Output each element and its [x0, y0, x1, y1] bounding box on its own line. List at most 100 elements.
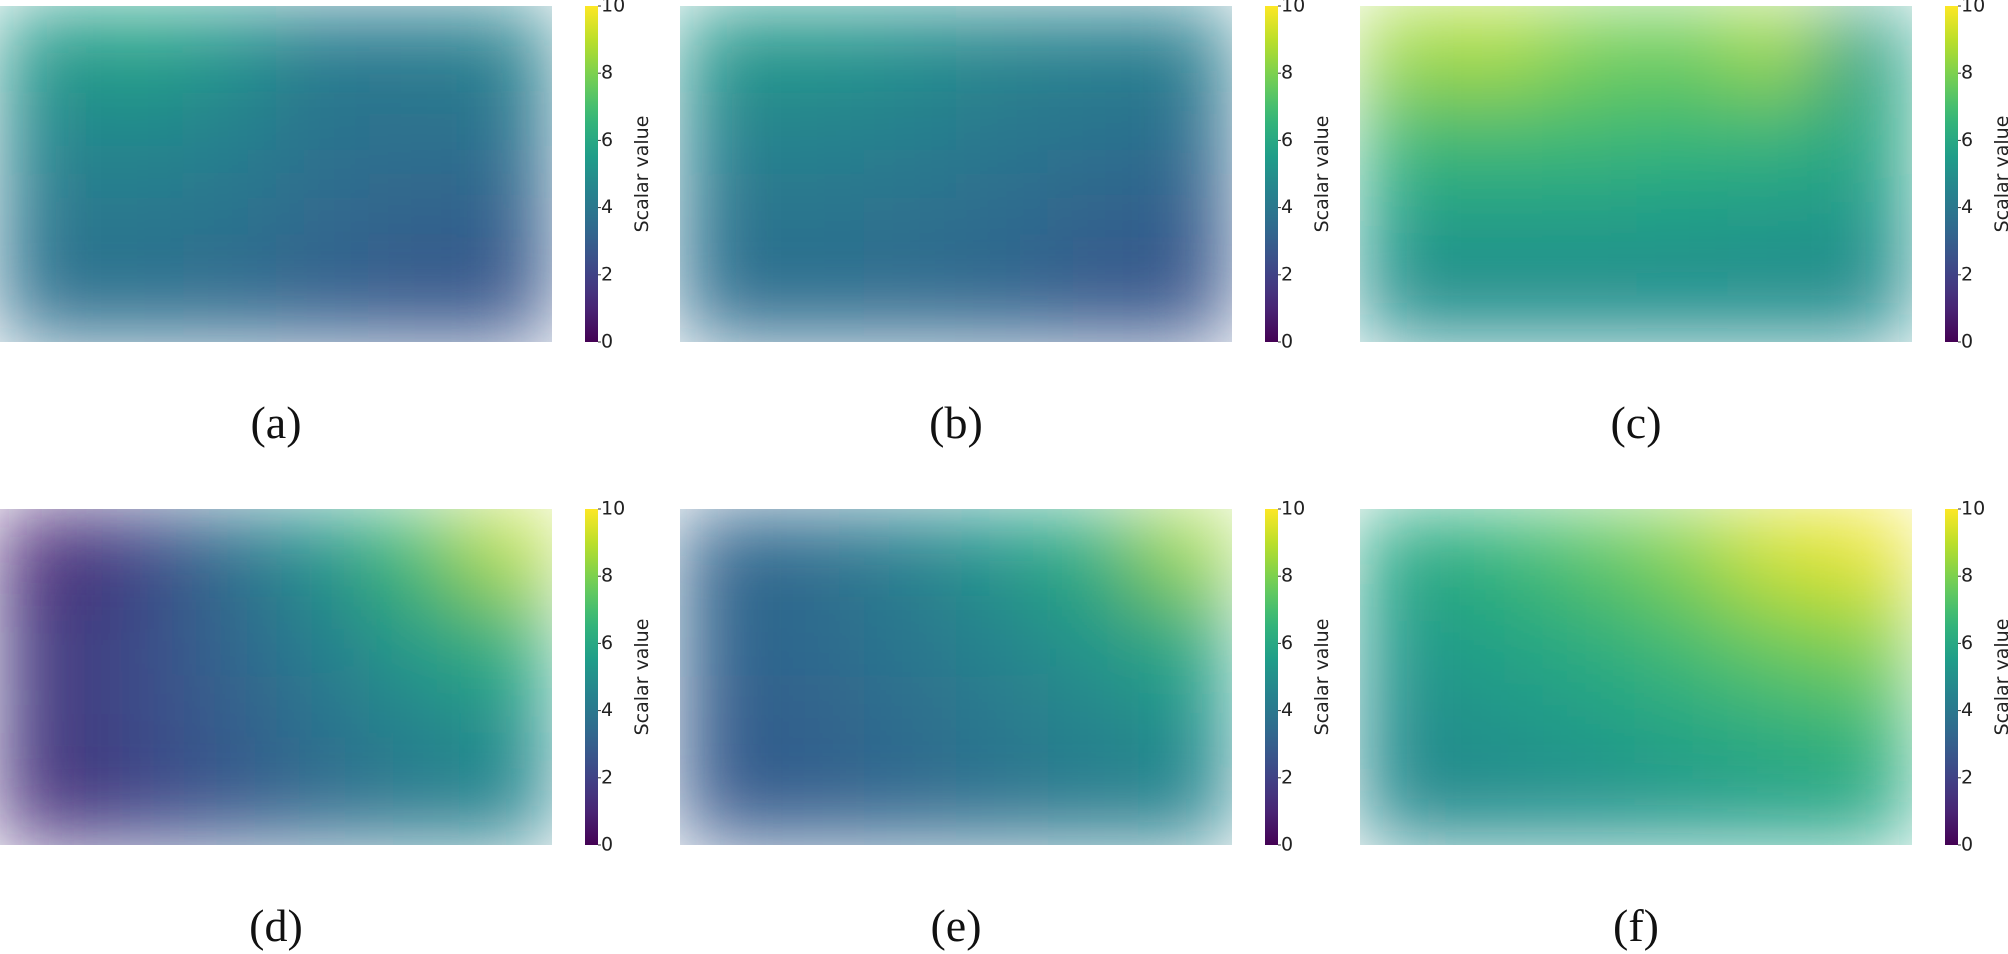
heatmap-cell: [368, 6, 461, 91]
heatmap-cell: [276, 677, 369, 762]
heatmap-cell: [460, 677, 552, 762]
heatmap-cell: [368, 90, 461, 175]
colorbar-tick-label: 6: [1281, 129, 1293, 151]
heatmap-cell: [1360, 761, 1453, 845]
heatmap-cell: [1544, 677, 1637, 762]
heatmap-panel: [1360, 6, 1912, 342]
heatmap-cell: [184, 593, 277, 678]
heatmap-panel: [0, 509, 552, 845]
panel-caption: (f): [1613, 900, 1659, 951]
heatmap-cell: [1452, 90, 1545, 175]
heatmap-cell: [460, 509, 552, 594]
heatmap-cell: [368, 509, 461, 594]
heatmap-cell: [1360, 593, 1453, 678]
heatmap-cell: [864, 677, 957, 762]
panel-caption: (a): [250, 397, 301, 448]
heatmap-cell: [864, 90, 957, 175]
colorbar-tick-label: 0: [1961, 834, 1973, 856]
heatmap-cell: [956, 761, 1049, 845]
heatmap-cell: [680, 761, 773, 845]
heatmap-cell: [1048, 761, 1141, 845]
heatmap-cell: [1636, 90, 1729, 175]
colorbar-tick-label: 0: [1281, 834, 1293, 856]
heatmap-cell: [772, 258, 865, 342]
heatmap-cell: [460, 90, 552, 175]
heatmap-cell: [1048, 593, 1141, 678]
heatmap-cell: [1636, 6, 1729, 91]
heatmap-cell: [1048, 174, 1141, 259]
colorbar: [1265, 6, 1278, 342]
panel-caption: (d): [249, 900, 303, 951]
heatmap-cell: [680, 174, 773, 259]
colorbar-tick-label: 10: [1281, 498, 1305, 520]
heatmap-cell: [92, 174, 185, 259]
heatmap-cell: [1452, 761, 1545, 845]
heatmap-cell: [1544, 258, 1637, 342]
heatmap-panel: [0, 6, 552, 342]
heatmap-cell: [276, 761, 369, 845]
colorbar-tick-label: 2: [1961, 263, 1973, 285]
heatmap-cell: [1452, 677, 1545, 762]
colorbar-tick-label: 2: [1281, 263, 1293, 285]
colorbar-tick-label: 2: [1961, 766, 1973, 788]
colorbar-label: Scalar value: [1991, 619, 2008, 736]
heatmap-panel: [680, 6, 1232, 342]
heatmap-cell: [368, 174, 461, 259]
colorbar-tick-label: 8: [1281, 62, 1293, 84]
heatmap-cell: [184, 174, 277, 259]
heatmap-cell: [92, 677, 185, 762]
heatmap-cell: [1728, 677, 1821, 762]
heatmap-cell: [1820, 6, 1912, 91]
heatmap-cell: [368, 761, 461, 845]
panel-caption: (c): [1610, 397, 1661, 448]
heatmap-cells: [0, 509, 552, 845]
heatmap-cell: [184, 509, 277, 594]
colorbar-label: Scalar value: [1311, 619, 1333, 736]
heatmap-cell: [772, 90, 865, 175]
colorbar: [585, 6, 598, 342]
panel-caption: (b): [929, 397, 983, 448]
colorbar-tick-label: 8: [1961, 565, 1973, 587]
heatmap-cell: [184, 677, 277, 762]
heatmap-cell: [0, 6, 93, 91]
heatmap-cell: [276, 258, 369, 342]
colorbar-tick-label: 6: [1961, 632, 1973, 654]
heatmap-cell: [1360, 677, 1453, 762]
colorbar-tick-label: 10: [1961, 0, 1985, 17]
heatmap-cell: [92, 6, 185, 91]
heatmap-cells: [1360, 509, 1912, 845]
heatmap-cell: [680, 6, 773, 91]
colorbar: [1945, 6, 1958, 342]
heatmap-cell: [1820, 509, 1912, 594]
heatmap-cell: [1452, 6, 1545, 91]
heatmap-cell: [92, 258, 185, 342]
heatmap-cell: [0, 90, 93, 175]
heatmap-cell: [1544, 593, 1637, 678]
heatmap-cell: [460, 6, 552, 91]
colorbar-label: Scalar value: [1991, 116, 2008, 233]
colorbar-tick-label: 0: [601, 331, 613, 353]
heatmap-cell: [1360, 509, 1453, 594]
colorbar-tick-label: 8: [1961, 62, 1973, 84]
colorbar-tick-label: 4: [1281, 196, 1293, 218]
heatmap-cell: [1048, 258, 1141, 342]
colorbar-tick-label: 0: [1281, 331, 1293, 353]
heatmap-cell: [184, 90, 277, 175]
heatmap-cell: [956, 258, 1049, 342]
heatmap-cell: [368, 593, 461, 678]
heatmap-cell: [772, 6, 865, 91]
heatmap-cell: [0, 174, 93, 259]
heatmap-cell: [1048, 6, 1141, 91]
heatmap-cell: [0, 761, 93, 845]
heatmap-cell: [460, 593, 552, 678]
heatmap-cell: [276, 90, 369, 175]
heatmap-cell: [1636, 509, 1729, 594]
heatmap-cell: [1140, 90, 1232, 175]
heatmap-cell: [864, 174, 957, 259]
heatmap-cells: [1360, 6, 1912, 342]
heatmap-cell: [1544, 509, 1637, 594]
heatmap-cell: [184, 6, 277, 91]
heatmap-cell: [772, 509, 865, 594]
heatmap-cell: [1636, 258, 1729, 342]
